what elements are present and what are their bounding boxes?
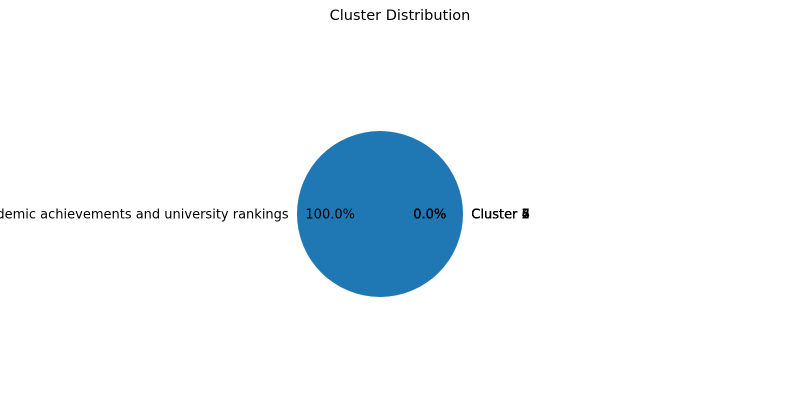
percentage-label-1: 100.0% [305,208,355,223]
slice-label-3: Cluster 3 [471,208,530,223]
slice-label-4: Cluster 4 [471,208,530,223]
percentage-labels: 100.0% 0.0%0.0%0.0%0.0%0.0%0.0% [305,208,446,223]
slice-label-5: Cluster 5 [471,208,530,223]
slice-label-1: Academic achievements and university ran… [0,208,289,223]
percentage-label-7: 0.0% [413,208,446,223]
percentage-label-6: 0.0% [413,208,446,223]
slice-label-2: Cluster 2 [471,208,530,223]
percentage-label-5: 0.0% [413,208,446,223]
percentage-label-3: 0.0% [413,208,446,223]
chart-title: Cluster Distribution [330,8,471,24]
percentage-label-4: 0.0% [413,208,446,223]
slice-label-7: Cluster 7 [471,208,530,223]
pie-slice-1 [297,131,463,297]
slice-label-6: Cluster 6 [471,208,530,223]
pie-slices [297,131,463,297]
percentage-label-2: 0.0% [413,208,446,223]
slice-labels: Academic achievements and university ran… [0,208,530,223]
